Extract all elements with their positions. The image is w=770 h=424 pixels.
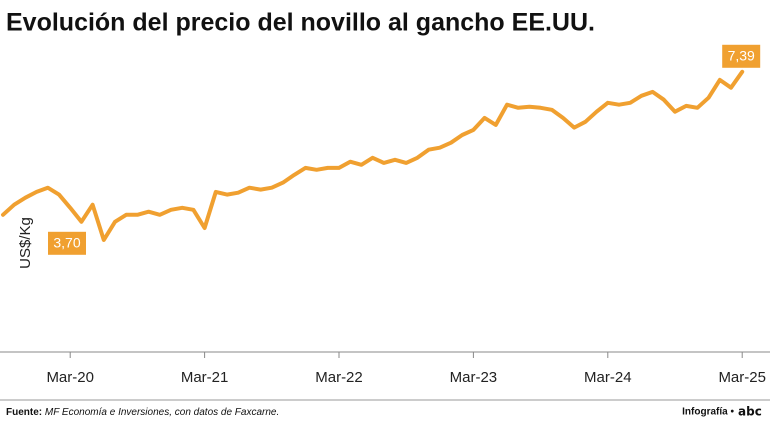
- footer-source: Fuente: MF Economía e Inversiones, con d…: [6, 407, 279, 418]
- value-label: 3,70: [53, 235, 80, 251]
- x-tick-label: Mar-22: [315, 369, 363, 386]
- x-tick-label: Mar-25: [718, 369, 766, 386]
- x-tick-label: Mar-20: [46, 369, 94, 386]
- y-axis-label: US$/Kg: [17, 217, 34, 269]
- x-tick-label: Mar-24: [584, 369, 632, 386]
- value-label: 7,39: [728, 47, 755, 63]
- label-box: [48, 231, 86, 255]
- logo: abc: [738, 405, 762, 419]
- x-tick-label: Mar-21: [181, 369, 229, 386]
- chart-title: Evolución del precio del novillo al ganc…: [6, 9, 595, 37]
- label-box: [722, 44, 761, 68]
- line: [1, 69, 745, 242]
- x-tick-label: Mar-23: [450, 369, 498, 386]
- source-text: MF Economía e Inversiones, con datos de …: [45, 407, 279, 418]
- source-label: Fuente:: [6, 407, 42, 418]
- credit: Infografía •: [682, 407, 734, 418]
